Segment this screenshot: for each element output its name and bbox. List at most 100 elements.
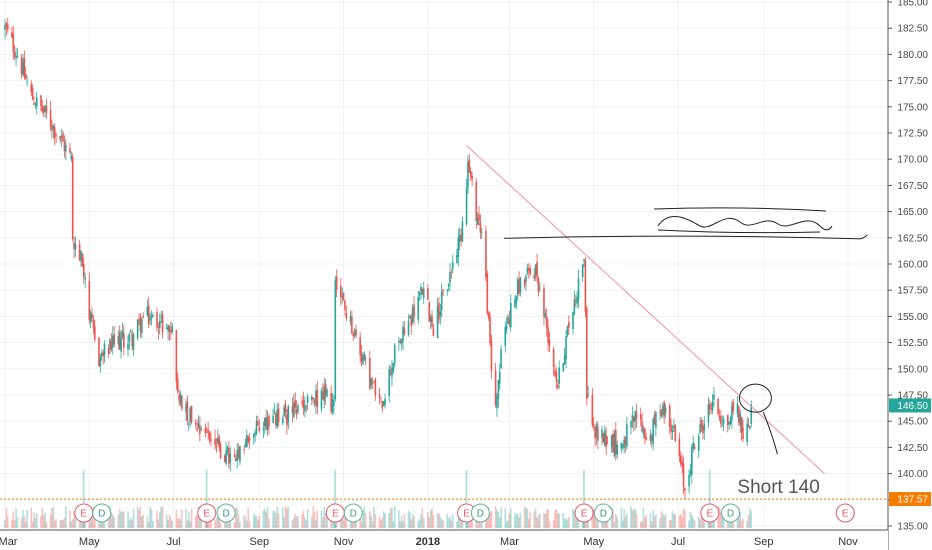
dividend-marker-circle: [343, 503, 363, 523]
volume-bar: [136, 506, 139, 528]
volume-bar: [98, 520, 100, 528]
dividend-marker-label: D: [350, 509, 357, 520]
volume-bar: [167, 519, 169, 528]
candle-body: [576, 296, 578, 304]
candle-body: [92, 320, 95, 328]
candle-body: [158, 320, 161, 329]
candle-body: [659, 412, 661, 414]
volume-bar: [668, 520, 671, 528]
candle-body: [70, 155, 73, 160]
volume-bar: [591, 507, 594, 528]
candle-body: [217, 438, 219, 444]
candle-body: [208, 432, 211, 439]
candle-body: [44, 105, 46, 112]
dividend-marker[interactable]: D: [92, 503, 112, 523]
volume-bar: [53, 520, 56, 528]
candle-body: [460, 234, 462, 241]
candle-body: [543, 287, 545, 317]
volume-bar: [382, 511, 385, 528]
volume-bar: [374, 514, 377, 528]
volume-bar: [393, 506, 396, 528]
candle-body: [655, 412, 657, 428]
volume-bar: [349, 521, 352, 528]
volume-bar: [740, 521, 743, 528]
candle-body: [689, 471, 692, 474]
volume-bar: [152, 520, 154, 528]
volume-bar: [497, 511, 500, 528]
candle-body: [740, 416, 743, 432]
dividend-marker[interactable]: D: [721, 503, 741, 523]
candle-body: [204, 427, 207, 434]
candle-body: [402, 326, 404, 342]
candle-body: [265, 417, 267, 430]
volume-bar: [663, 515, 665, 528]
volume-bar: [176, 518, 179, 528]
candle-body: [207, 429, 209, 433]
earnings-marker[interactable]: E: [835, 503, 855, 523]
candle-body: [713, 394, 715, 400]
price-axis[interactable]: 185.00 182.50 180.00 177.50 175.00 172.50 170.…: [888, 0, 928, 533]
candle-body: [417, 296, 420, 320]
volume-bar: [272, 511, 274, 528]
volume-bar: [597, 517, 599, 528]
volume-bar: [44, 512, 46, 528]
candle-body: [485, 231, 487, 278]
dividend-marker[interactable]: D: [343, 503, 363, 523]
volume-bar: [322, 517, 324, 528]
volume-bar: [655, 514, 657, 528]
earnings-marker[interactable]: E: [325, 503, 345, 523]
candle-body: [190, 405, 193, 422]
volume-bar: [624, 516, 627, 528]
candle-body: [601, 429, 603, 438]
candle-body: [631, 414, 634, 421]
candle-body: [750, 404, 753, 424]
candle-body: [33, 102, 35, 106]
volume-bar: [22, 509, 24, 528]
price-axis-label: 147.50: [897, 391, 928, 402]
candle-body: [380, 397, 382, 399]
candle-body: [94, 326, 96, 340]
dividend-marker[interactable]: D: [216, 503, 236, 523]
candle-body: [556, 385, 559, 388]
candle-body: [573, 299, 576, 314]
earnings-marker[interactable]: E: [197, 503, 217, 523]
candle-body: [330, 393, 332, 412]
candle-body: [720, 415, 722, 424]
candle-body: [382, 401, 385, 407]
candle-body: [113, 334, 115, 345]
earnings-marker[interactable]: E: [574, 503, 594, 523]
volume-bar: [500, 507, 502, 528]
volume-bar: [88, 515, 91, 528]
volume-bar: [131, 520, 133, 528]
time-axis-label: Nov: [334, 536, 354, 548]
volume-bar: [94, 511, 96, 528]
candle-body: [487, 312, 490, 318]
time-axis[interactable]: Mar May Jul Sep Nov 2018 Mar May Jul Sep Nov: [0, 529, 888, 550]
volume-bar: [436, 513, 439, 528]
candle-body: [127, 343, 129, 350]
earnings-marker[interactable]: E: [457, 503, 477, 523]
dividend-marker[interactable]: D: [593, 503, 613, 523]
volume-bar: [402, 521, 404, 528]
earnings-marker[interactable]: E: [74, 503, 94, 523]
candle-body: [427, 288, 429, 300]
candle-body: [707, 404, 710, 423]
dividend-marker[interactable]: D: [470, 503, 490, 523]
dividend-marker-circle: [216, 503, 236, 523]
earnings-marker[interactable]: E: [700, 503, 720, 523]
volume-bar: [746, 520, 748, 528]
volume-bar: [42, 514, 45, 528]
volume-bar: [342, 520, 345, 528]
volume-bar: [45, 521, 48, 528]
time-axis-label: Sep: [754, 536, 774, 548]
event-markers[interactable]: E E E E E E ED D D D D D: [74, 503, 855, 523]
candle-body: [239, 446, 241, 462]
volume-bar: [254, 515, 256, 528]
volume-bar: [194, 516, 197, 528]
volume-bar: [563, 519, 566, 528]
candle-body: [335, 276, 338, 290]
candle-body: [652, 418, 654, 444]
candle-body: [384, 398, 386, 405]
